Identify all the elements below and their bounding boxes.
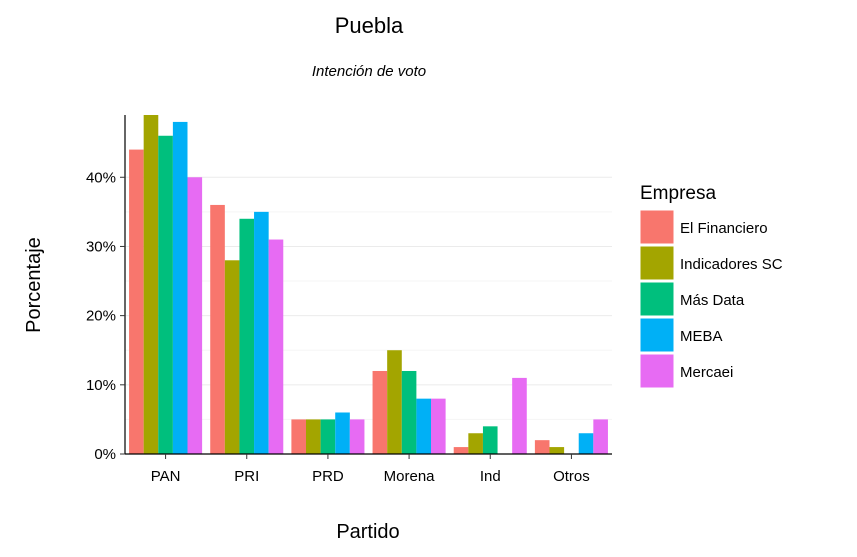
bar (320, 419, 336, 454)
bar (210, 204, 225, 454)
x-tick-label: PAN (151, 468, 181, 485)
y-tick-label: 20% (86, 308, 116, 325)
legend-label: Indicadores SC (680, 256, 783, 273)
bar (593, 419, 608, 454)
legend-key (639, 245, 675, 281)
legend-label: Más Data (680, 292, 745, 309)
bar (349, 419, 365, 454)
legend: El Financiero Indicadores SC Más Data MEBA M… (639, 209, 783, 389)
x-tick-label: Ind (480, 468, 501, 485)
bar (578, 433, 594, 454)
legend-key (639, 209, 675, 245)
bar (187, 177, 203, 454)
x-tick-label: Otros (553, 468, 590, 485)
bar (172, 121, 188, 454)
bar (239, 218, 255, 454)
y-axis-title: Porcentaje (23, 237, 45, 333)
bar (468, 433, 483, 454)
bar (453, 447, 469, 454)
legend-key (639, 317, 675, 353)
bar (306, 419, 321, 454)
chart-subtitle: Intención de voto (312, 63, 426, 80)
bar (268, 239, 284, 454)
bar (254, 211, 269, 454)
legend-key (639, 353, 675, 389)
y-tick-label: 40% (86, 169, 116, 186)
bar (387, 350, 402, 454)
chart-title: Puebla (335, 13, 404, 38)
bar (335, 412, 350, 454)
bar (430, 398, 446, 454)
x-tick-label: PRD (312, 468, 344, 485)
legend-key (639, 281, 675, 317)
y-tick-label: 30% (86, 238, 116, 255)
x-tick-label: Morena (384, 468, 436, 485)
bar (129, 149, 144, 454)
bar (224, 260, 240, 454)
bar (401, 370, 417, 454)
bar (416, 398, 431, 454)
legend-label: MEBA (680, 328, 723, 345)
bar (291, 419, 307, 454)
x-tick-label: PRI (234, 468, 259, 485)
bar (482, 426, 498, 454)
bar (143, 115, 159, 454)
legend-title: Empresa (640, 183, 716, 204)
bar (158, 135, 173, 454)
x-axis-title: Partido (336, 521, 399, 543)
y-tick-label: 10% (86, 377, 116, 394)
legend-label: El Financiero (680, 220, 768, 237)
bar (534, 440, 550, 454)
bar (372, 370, 388, 454)
y-tick-label: 0% (94, 446, 116, 463)
legend-label: Mercaei (680, 364, 733, 381)
plot-area: 0% 10% 20% 30% 40% PAN PRI PRD Morena Ind Otros (86, 115, 612, 485)
bar (549, 447, 565, 454)
bar (512, 377, 527, 454)
